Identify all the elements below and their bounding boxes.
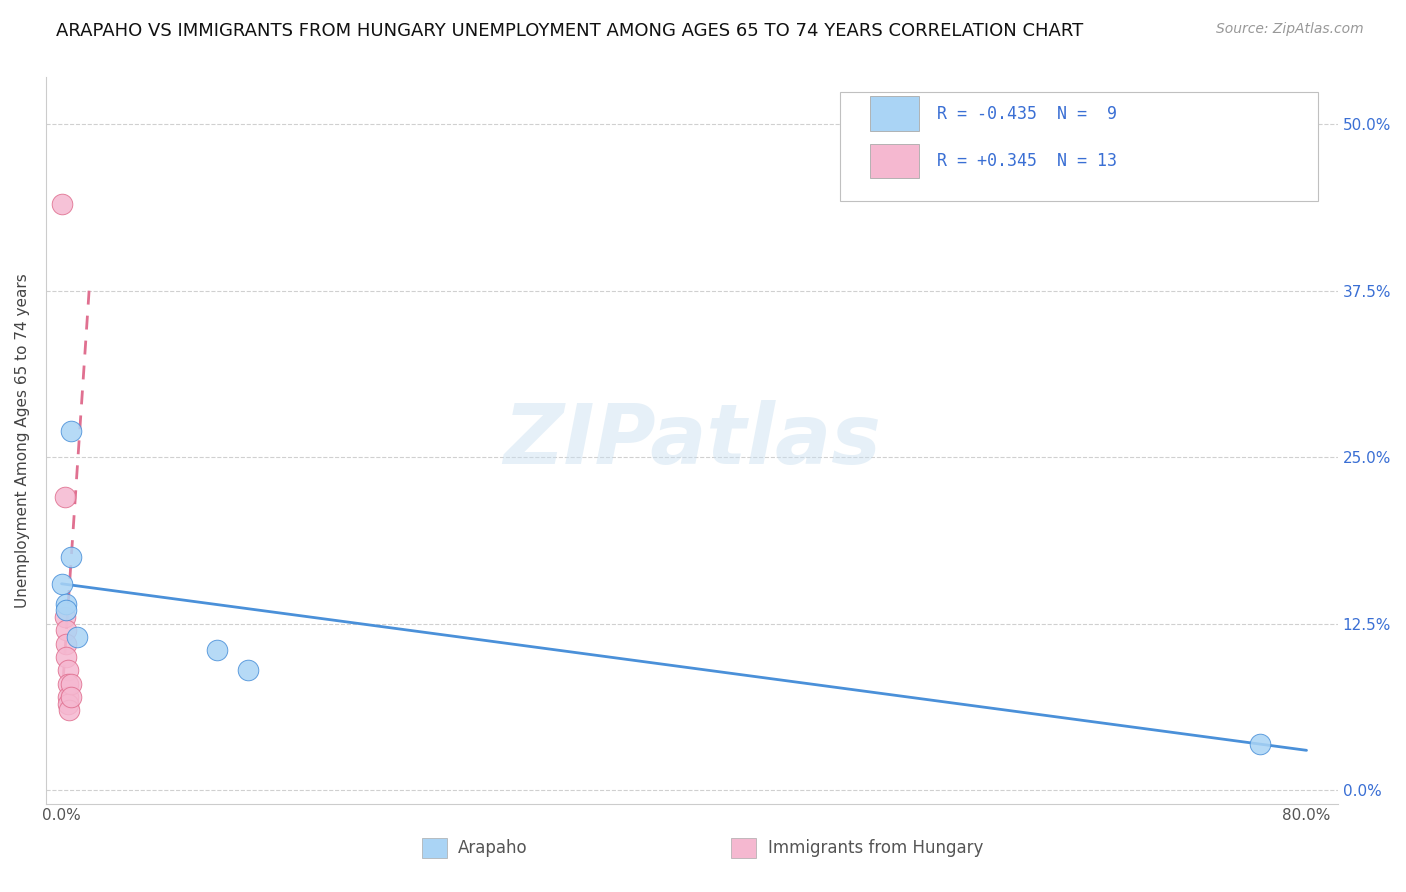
Point <box>58 703 80 717</box>
Point <box>56 697 79 711</box>
Point <box>56 664 79 678</box>
Text: ARAPAHO VS IMMIGRANTS FROM HUNGARY UNEMPLOYMENT AMONG AGES 65 TO 74 YEARS CORREL: ARAPAHO VS IMMIGRANTS FROM HUNGARY UNEMP… <box>56 22 1084 40</box>
FancyBboxPatch shape <box>870 96 920 131</box>
FancyBboxPatch shape <box>841 92 1319 201</box>
Point <box>66 630 89 644</box>
Point <box>51 576 73 591</box>
Text: Source: ZipAtlas.com: Source: ZipAtlas.com <box>1216 22 1364 37</box>
Text: Immigrants from Hungary: Immigrants from Hungary <box>768 839 983 857</box>
Point <box>59 424 82 438</box>
Point <box>55 597 77 611</box>
Point <box>56 676 79 690</box>
Point <box>55 603 77 617</box>
Text: Arapaho: Arapaho <box>458 839 529 857</box>
Point <box>51 197 73 211</box>
Point <box>55 650 77 665</box>
Point <box>56 690 79 704</box>
Point <box>59 690 82 704</box>
Point <box>59 676 82 690</box>
Point <box>53 490 76 504</box>
FancyBboxPatch shape <box>870 144 920 178</box>
Point <box>55 637 77 651</box>
Point <box>205 643 228 657</box>
Y-axis label: Unemployment Among Ages 65 to 74 years: Unemployment Among Ages 65 to 74 years <box>15 273 30 608</box>
Text: R = -0.435  N =  9: R = -0.435 N = 9 <box>938 104 1118 123</box>
Point <box>59 550 82 565</box>
Point <box>1249 737 1271 751</box>
Point <box>53 610 76 624</box>
Text: R = +0.345  N = 13: R = +0.345 N = 13 <box>938 152 1118 170</box>
Point <box>55 624 77 638</box>
Text: ZIPatlas: ZIPatlas <box>503 400 880 481</box>
Point <box>238 664 260 678</box>
